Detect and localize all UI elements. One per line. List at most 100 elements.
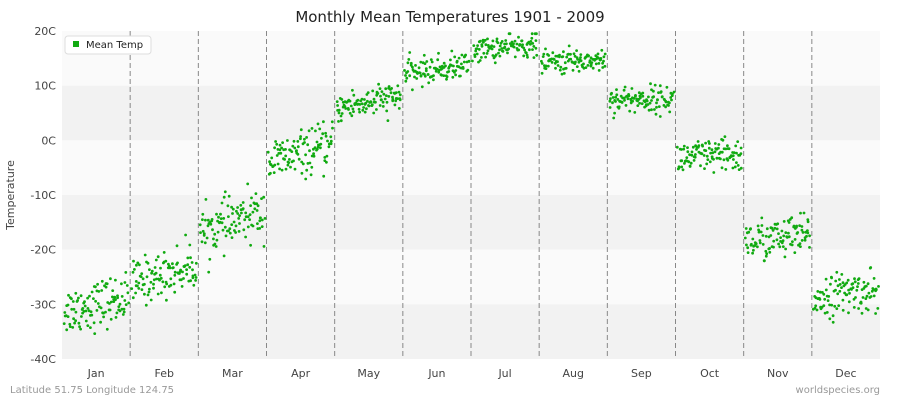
data-point — [220, 201, 224, 205]
data-point — [526, 55, 529, 59]
data-point — [482, 40, 485, 44]
data-point — [713, 150, 717, 154]
data-point — [339, 114, 343, 118]
data-point — [310, 126, 314, 130]
data-point — [266, 150, 270, 154]
data-point — [852, 306, 856, 309]
data-point — [171, 262, 174, 266]
data-point — [770, 226, 774, 230]
data-point — [320, 136, 323, 140]
data-point — [117, 305, 121, 308]
data-point — [784, 231, 788, 235]
data-point — [686, 146, 689, 150]
data-point — [312, 154, 316, 158]
data-point — [611, 96, 615, 99]
data-point — [764, 249, 768, 253]
data-point — [491, 54, 495, 57]
data-point — [254, 192, 258, 196]
data-point — [324, 134, 328, 138]
data-point — [278, 167, 281, 171]
data-point — [300, 171, 304, 175]
data-point — [381, 105, 385, 108]
data-point — [424, 67, 428, 70]
data-point — [491, 39, 495, 43]
data-point — [162, 251, 166, 254]
data-point — [838, 283, 842, 286]
x-tick-label: Nov — [767, 367, 789, 380]
data-point — [495, 37, 499, 41]
data-point — [148, 268, 151, 271]
data-point — [577, 69, 581, 73]
data-point — [374, 100, 377, 104]
data-point — [246, 215, 250, 219]
data-point — [540, 71, 544, 75]
data-point — [258, 219, 262, 223]
data-point — [498, 54, 502, 58]
data-point — [623, 96, 626, 100]
data-point — [219, 217, 223, 221]
data-point — [140, 272, 144, 275]
data-point — [403, 69, 406, 72]
data-point — [376, 92, 380, 95]
y-tick-label: 20C — [34, 25, 56, 38]
data-point — [238, 222, 241, 225]
data-point — [517, 35, 520, 39]
data-point — [150, 271, 154, 275]
data-point — [194, 279, 198, 282]
data-point — [156, 292, 160, 296]
data-point — [670, 98, 673, 102]
data-point — [422, 53, 426, 57]
data-point — [270, 156, 274, 160]
data-point — [485, 52, 489, 55]
x-tick-label: May — [357, 367, 380, 380]
data-point — [655, 101, 658, 105]
data-point — [227, 215, 230, 219]
data-point — [746, 251, 750, 255]
data-point — [322, 174, 326, 178]
data-point — [188, 265, 192, 269]
data-point — [647, 95, 650, 99]
data-point — [654, 112, 658, 116]
data-point — [234, 231, 238, 234]
data-point — [201, 218, 204, 222]
data-point — [508, 32, 512, 36]
data-point — [384, 87, 388, 91]
data-point — [220, 221, 224, 225]
data-point — [529, 40, 533, 43]
data-point — [690, 150, 694, 154]
data-point — [862, 280, 866, 284]
data-point — [227, 229, 230, 233]
data-point — [318, 127, 322, 131]
data-point — [152, 282, 155, 286]
data-point — [172, 282, 176, 286]
data-point — [165, 298, 168, 302]
data-point — [846, 278, 850, 282]
data-point — [242, 228, 246, 232]
data-point — [647, 108, 651, 112]
data-point — [853, 277, 856, 281]
data-point — [471, 59, 474, 63]
data-point — [173, 270, 177, 274]
data-point — [380, 90, 384, 93]
data-point — [137, 281, 141, 285]
data-point — [717, 143, 721, 146]
data-point — [665, 85, 669, 89]
data-point — [337, 108, 341, 112]
data-point — [749, 227, 752, 231]
data-point — [104, 285, 108, 289]
data-point — [754, 242, 758, 246]
data-point — [78, 325, 81, 329]
data-point — [828, 303, 831, 307]
data-point — [375, 108, 378, 111]
data-point — [295, 149, 298, 153]
data-point — [234, 224, 238, 228]
data-point — [130, 287, 134, 290]
data-point — [303, 141, 306, 144]
data-point — [84, 319, 88, 323]
data-point — [154, 271, 158, 275]
data-point — [397, 107, 401, 110]
data-point — [224, 234, 228, 238]
data-point — [367, 104, 371, 108]
data-point — [94, 285, 97, 289]
data-point — [569, 57, 573, 61]
